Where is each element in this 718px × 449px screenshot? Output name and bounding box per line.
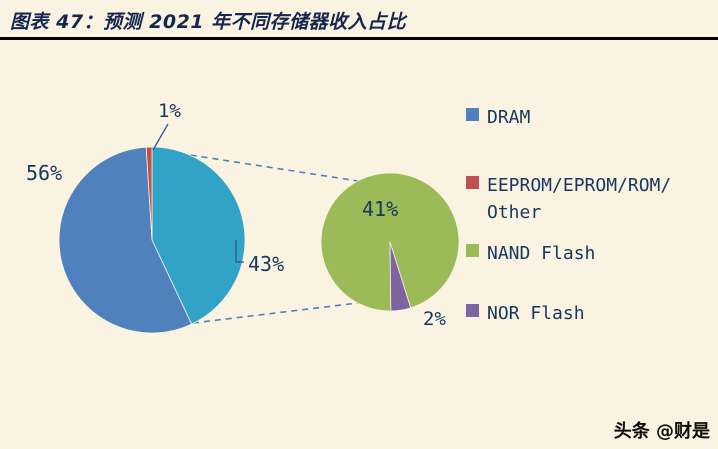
legend-label-line: DRAM [487,107,531,128]
legend-label-eeprom: EEPROM/EPROM/ROM/ Other [487,172,671,226]
legend-label-line: NOR Flash [487,303,585,324]
legend-swatch-nor [466,304,479,317]
main-pie-slice-dram [58,146,193,334]
legend-label-line: NAND Flash [487,243,596,264]
legend-label-line: Other [487,202,542,223]
data-label-nor: 2% [423,308,446,330]
leader-line-other-group [235,240,244,263]
title-divider [0,37,718,40]
figure-title: 图表 47：预测 2021 年不同存储器收入占比 [10,11,407,33]
legend-label-nand: NAND Flash [487,240,595,267]
data-label-nand: 41% [362,197,399,221]
legend-item-nand: NAND Flash [466,240,595,267]
legend-item-dram: DRAM [466,104,530,131]
legend-swatch-eeprom [466,176,479,189]
main-pie-slice-other-group [151,146,246,325]
watermark: 头条 @财是 [613,421,710,442]
main-pie-slice-eeprom [145,146,153,241]
legend-label-dram: DRAM [487,104,530,131]
legend-label-line: EEPROM/EPROM/ROM/ [487,175,672,196]
secondary-pie-slice-nor [389,241,412,312]
leader-line-eeprom [152,123,169,151]
legend-item-eeprom: EEPROM/EPROM/ROM/ Other [466,172,671,226]
data-label-other-group: 43% [248,252,285,276]
legend-swatch-nand [466,244,479,257]
legend-swatch-dram [466,108,479,121]
data-label-eeprom: 1% [158,100,181,122]
legend-label-nor: NOR Flash [487,300,585,327]
connector-line-bottom [192,302,359,324]
legend-item-nor: NOR Flash [466,300,585,327]
data-label-dram: 56% [26,161,63,185]
